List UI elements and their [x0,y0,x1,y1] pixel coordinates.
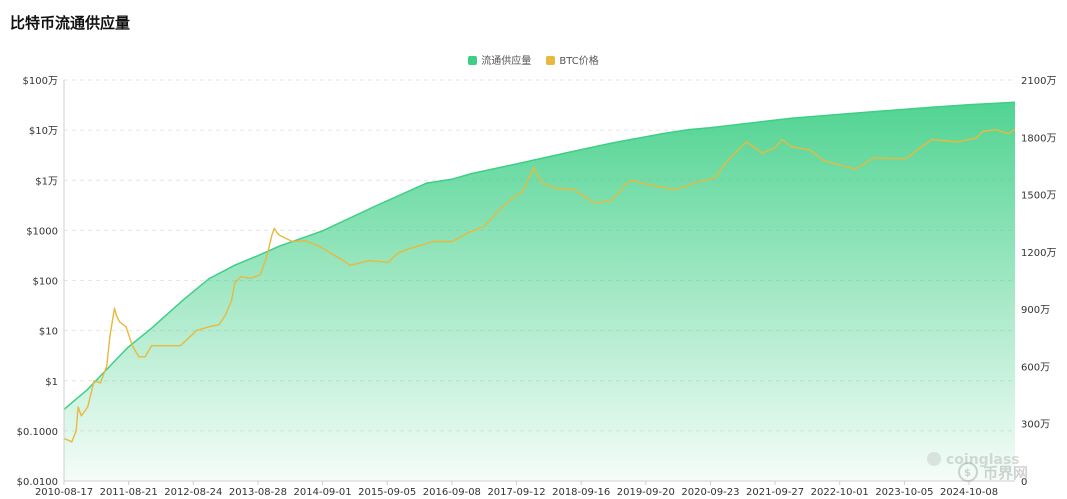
supply-line [63,101,1016,410]
right-tick-label: 1800万 [1021,133,1056,144]
price-line-layer [63,128,1016,443]
x-tick-label: 2012-08-24 [164,487,222,498]
left-tick-label: $100万 [23,76,58,87]
left-tick-label: $100 [33,277,58,288]
right-tick-label: 300万 [1021,420,1050,431]
left-tick-label: $10万 [29,126,58,137]
right-tick-label: 0 [1021,477,1027,488]
x-tick-label: 2024-10-08 [940,487,998,498]
right-tick-label: 2100万 [1021,76,1056,87]
right-tick-label: 1500万 [1021,191,1056,202]
x-tick-label: 2020-09-23 [681,487,739,498]
x-tick-label: 2023-10-05 [875,487,933,498]
coinglass-logo: coinglass [927,452,1020,468]
legend-label-supply: 流通供应量 [481,56,532,67]
axes: $0.0100 $0.1000 $1 $10 $100 $1000 $1万 $10万 $100万… [17,76,1057,498]
legend-label-price: BTC价格 [559,56,599,67]
right-tick-label: 900万 [1021,305,1050,316]
legend-swatch-supply [468,56,478,65]
watermarks: coinglass $ 币界网 [927,452,1028,482]
left-tick-label: $0.1000 [17,427,58,438]
left-tick-label: $0.0100 [17,477,58,488]
chart-title: 比特币流通供应量 [10,14,131,32]
x-tick-label: 2018-09-16 [552,487,610,498]
x-tick-label: 2011-08-21 [100,487,158,498]
legend-swatch-price [546,56,556,65]
legend: 流通供应量 BTC价格 [0,52,1067,67]
x-tick-label: 2021-09-27 [746,487,804,498]
x-tick-label: 2013-08-28 [229,487,287,498]
legend-item-supply[interactable]: 流通供应量 [468,52,531,67]
left-tick-label: $10 [39,327,58,338]
x-tick-label: 2017-09-12 [487,487,545,498]
x-tick-label: 2010-08-17 [35,487,93,498]
left-tick-label: $1 [45,377,58,388]
bijiewang-watermark: 币界网 [983,464,1028,482]
supply-area-layer [63,101,1016,481]
legend-item-price[interactable]: BTC价格 [546,52,599,67]
price-line [63,128,1016,443]
bijiewang-logo: $ 币界网 [958,462,1028,482]
x-tick-label: 2016-09-08 [423,487,481,498]
left-tick-label: $1000 [26,226,58,237]
svg-text:$: $ [964,468,971,479]
coinglass-watermark: coinglass [946,452,1020,468]
left-tick-label: $1万 [35,176,58,187]
x-tick-label: 2014-09-01 [294,487,352,498]
x-tick-label: 2022-10-01 [811,487,869,498]
x-tick-label: 2019-09-20 [617,487,675,498]
x-tick-label: 2015-09-05 [358,487,416,498]
right-tick-label: 600万 [1021,362,1050,373]
supply-area [64,102,1015,481]
right-tick-label: 1200万 [1021,248,1056,259]
